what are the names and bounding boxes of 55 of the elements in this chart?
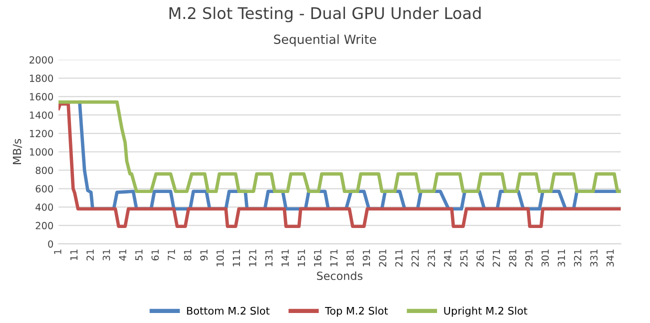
line-series — [58, 100, 621, 194]
y-tick-label: 1800 — [30, 74, 53, 82]
y-tick-label: 2000 — [30, 56, 53, 64]
x-tick-label: 21 — [86, 250, 94, 260]
x-tick-label: 61 — [151, 250, 159, 260]
x-tick-label: 91 — [200, 250, 208, 260]
chart-title: M.2 Slot Testing - Dual GPU Under Load — [170, 6, 481, 22]
x-tick-label: 191 — [362, 250, 370, 266]
x-tick-label: 141 — [282, 250, 289, 266]
x-tick-label: 11 — [70, 250, 78, 260]
x-tick-label: 311 — [558, 250, 566, 267]
y-tick-label: 800 — [36, 166, 53, 174]
y-axis-title: MB/s — [12, 138, 22, 164]
x-tick-label: 131 — [265, 250, 273, 266]
x-tick-label: 221 — [411, 250, 419, 267]
x-tick-label: 241 — [444, 250, 452, 267]
line-series — [58, 102, 621, 228]
x-axis-title: Seconds — [317, 271, 362, 280]
x-tick-label: 331 — [590, 250, 598, 267]
x-tick-label: 231 — [428, 250, 436, 267]
x-tick-label: 321 — [574, 250, 582, 267]
x-tick-label: 201 — [378, 250, 386, 267]
chart-subtitle: Sequential Write — [274, 34, 376, 46]
x-tick-label: 121 — [248, 250, 256, 266]
legend-label: Bottom M.2 Slot — [187, 306, 270, 315]
x-tick-label: 291 — [525, 250, 533, 267]
x-tick-label: 181 — [346, 250, 354, 266]
y-tick-label: 200 — [36, 222, 53, 230]
legend-label: Upright M.2 Slot — [444, 306, 528, 317]
x-tick-label: 261 — [476, 250, 484, 267]
y-tick-label: 1600 — [30, 93, 53, 100]
x-tick-label: 341 — [606, 250, 614, 267]
x-tick-label: 301 — [541, 250, 549, 267]
x-tick-label: 51 — [135, 250, 143, 260]
x-tick-label: 111 — [232, 250, 240, 266]
x-tick-label: 251 — [460, 250, 468, 267]
y-tick-label: 600 — [36, 185, 53, 192]
x-tick-label: 161 — [314, 250, 322, 266]
x-tick-label: 1 — [54, 250, 62, 254]
legend-label: Top M.2 Slot — [324, 306, 388, 317]
x-tick-label: 171 — [330, 250, 338, 266]
y-tick-label: 400 — [36, 204, 53, 211]
y-tick-label: 1400 — [30, 111, 53, 119]
x-tick-label: 271 — [492, 250, 500, 267]
y-tick-label: 0 — [48, 240, 53, 248]
x-tick-label: 41 — [119, 250, 126, 261]
x-tick-label: 151 — [298, 250, 306, 266]
y-tick-label: 1000 — [30, 148, 53, 156]
x-tick-label: 71 — [168, 250, 175, 260]
x-tick-label: 31 — [102, 250, 110, 260]
x-tick-label: 101 — [216, 250, 224, 266]
x-tick-label: 81 — [184, 250, 192, 260]
x-tick-label: 281 — [508, 250, 516, 267]
x-tick-label: 211 — [395, 250, 402, 267]
y-tick-label: 1200 — [30, 130, 53, 138]
